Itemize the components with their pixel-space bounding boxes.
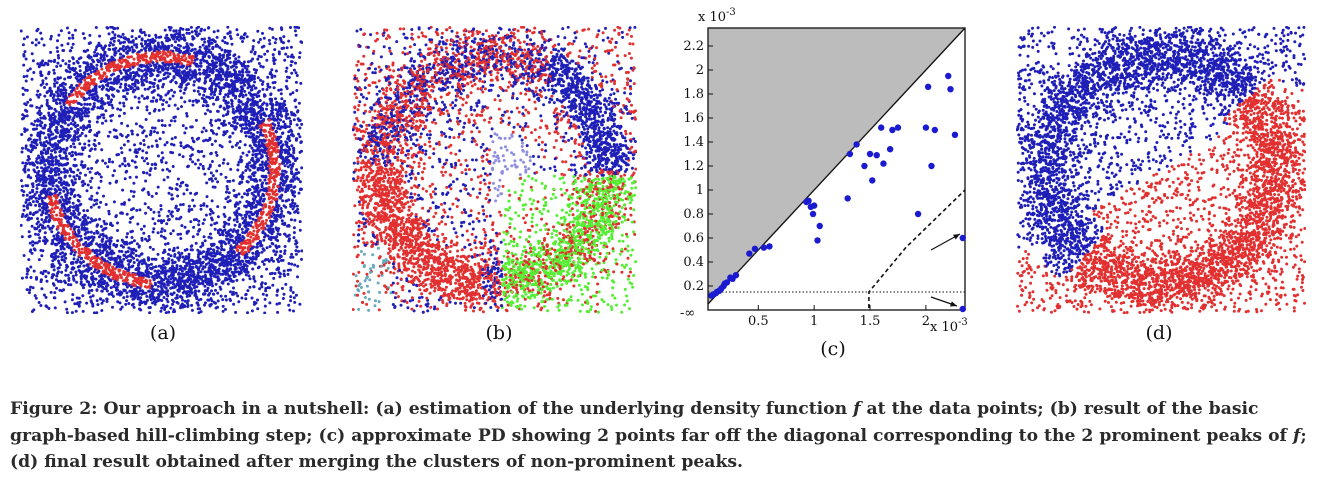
- y-tick-label: 2: [696, 63, 704, 78]
- persistence-diagram-chart: 0.5 1 1.5 2 0.2 0.4 0.6 0.8 1 1.2 1.4 1.6 1.8 2 2.2 x …: [680, 7, 968, 335]
- pd-point: [894, 124, 902, 131]
- pd-point: [947, 86, 954, 93]
- panel-label-d: (d): [1145, 322, 1173, 344]
- y-tick-label: 1.4: [683, 135, 704, 150]
- pd-point: [846, 150, 854, 158]
- y-infinity-label: -∞: [680, 306, 695, 321]
- x-tick-label: 1.5: [860, 314, 881, 329]
- pd-point: [844, 195, 851, 202]
- pd-point: [814, 237, 821, 244]
- pd-point: [866, 150, 874, 158]
- caption-f-symbol: f: [853, 399, 861, 419]
- pd-point: [723, 279, 731, 286]
- y-tick-label: 0.8: [683, 207, 704, 222]
- pd-point: [869, 177, 876, 184]
- caption-tail: ; (d) final result obtained after mergin…: [10, 425, 1307, 473]
- x-tick-label: 1: [810, 314, 818, 329]
- pd-point: [853, 141, 860, 148]
- pd-point: [959, 234, 966, 242]
- pd-point: [924, 83, 932, 91]
- pd-point: [810, 202, 818, 209]
- pd-point: [886, 146, 894, 153]
- scatter-panel-a: [20, 26, 303, 314]
- x-tick-label: 0.5: [748, 314, 769, 329]
- pd-point: [816, 222, 823, 230]
- caption-f-symbol: f: [1292, 425, 1301, 446]
- y-tick-label: 1.6: [683, 111, 704, 126]
- y-tick-label: 0.4: [683, 255, 704, 270]
- x-scale-label: x 10-3: [930, 317, 968, 335]
- figure-caption: Figure 2: Our approach in a nutshell: (a…: [10, 396, 1317, 476]
- caption-lead: Figure 2: Our approach in a nutshell: (a…: [10, 399, 854, 419]
- y-tick-label: 1.2: [683, 159, 704, 174]
- persistence-diagram-panel: 0.5 1 1.5 2 0.2 0.4 0.6 0.8 1 1.2 1.4 1.6 1.8 2 2.2 x …: [660, 0, 990, 335]
- y-tick-label: 0.2: [683, 279, 704, 294]
- pd-point: [951, 131, 959, 138]
- pd-point: [760, 244, 768, 251]
- plot-frame: [707, 27, 966, 311]
- pd-point: [861, 162, 868, 170]
- x-tick-label: 2: [922, 314, 930, 329]
- pd-point: [877, 124, 885, 131]
- arrow-head: [953, 234, 960, 240]
- pd-point: [751, 245, 759, 252]
- y-tick-label: 0.6: [683, 231, 704, 246]
- pd-infinite-point: [959, 305, 966, 313]
- pd-point: [880, 160, 887, 167]
- pd-point: [922, 124, 930, 131]
- y-tick-label: 1.8: [683, 87, 704, 102]
- scatter-panel-b: [352, 26, 637, 314]
- caption-middle: at the data points; (b) result of the ba…: [10, 399, 1293, 446]
- panel-label-c: (c): [820, 338, 846, 360]
- diagonal-line: [707, 27, 966, 305]
- prominence-dashed-line: [868, 189, 966, 308]
- pd-point: [732, 272, 740, 279]
- pd-point: [873, 152, 880, 159]
- pd-point: [914, 210, 922, 218]
- scatter-panel-d: [1016, 26, 1306, 314]
- pd-point: [945, 72, 952, 80]
- pd-point: [889, 126, 896, 134]
- pd-point: [805, 197, 812, 204]
- panel-label-b: (b): [485, 322, 513, 344]
- y-tick-label: 2.2: [683, 39, 704, 54]
- arrow-head: [950, 301, 957, 307]
- pd-point: [766, 243, 773, 250]
- y-tick-label: 1: [696, 183, 704, 198]
- panel-label-a: (a): [149, 322, 177, 344]
- pd-point: [928, 162, 935, 170]
- pd-point: [746, 250, 753, 257]
- y-scale-label: x 10-3: [698, 7, 736, 25]
- pd-point: [809, 210, 817, 218]
- pd-point: [931, 126, 939, 134]
